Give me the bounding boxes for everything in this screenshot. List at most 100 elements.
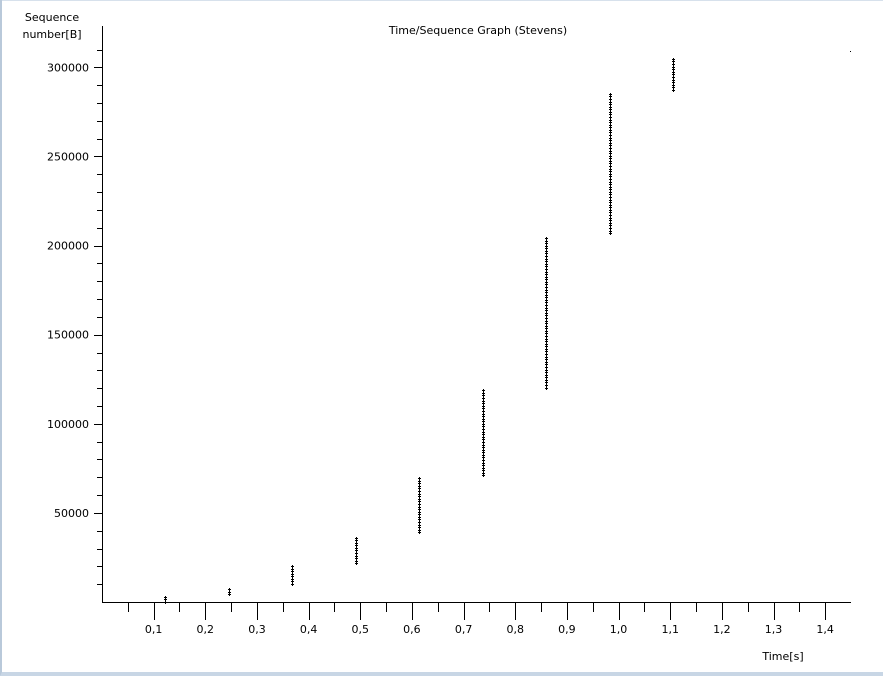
x-tick-label: 1,2 — [713, 623, 731, 636]
segment-point — [673, 60, 674, 63]
y-tick-label: 300000 — [47, 61, 89, 74]
segment-point — [610, 196, 611, 199]
segment-point — [419, 487, 420, 490]
segment-point — [546, 278, 547, 281]
segment-point — [673, 81, 674, 84]
segment-point — [546, 304, 547, 307]
segment-point — [546, 348, 547, 351]
segment-point — [546, 237, 547, 240]
segment-point — [610, 155, 611, 158]
segment-point — [483, 418, 484, 421]
segment-point — [610, 147, 611, 150]
segment-point — [419, 498, 420, 501]
segment-point — [546, 320, 547, 323]
segment-point — [483, 449, 484, 452]
x-tick-label: 0,3 — [248, 623, 266, 636]
segment-point — [610, 209, 611, 212]
segment-point — [356, 549, 357, 552]
segment-point — [483, 413, 484, 416]
segment-point — [673, 84, 674, 87]
segment-point — [546, 296, 547, 299]
segment-point — [356, 560, 357, 563]
segment-point — [356, 544, 357, 547]
segment-point — [546, 358, 547, 361]
segment-point — [419, 531, 420, 534]
segment-point — [610, 191, 611, 194]
segment-point — [419, 482, 420, 485]
segment-point — [546, 255, 547, 258]
segment-point — [546, 317, 547, 320]
segment-point — [610, 142, 611, 145]
segment-point — [546, 307, 547, 310]
segment-point — [483, 446, 484, 449]
segment-point — [419, 485, 420, 488]
segment-point — [610, 170, 611, 173]
segment-point — [292, 573, 293, 576]
segment-point — [483, 444, 484, 447]
segment-point — [419, 480, 420, 483]
segment-point — [483, 392, 484, 395]
segment-point — [546, 245, 547, 248]
segment-point — [610, 175, 611, 178]
segment-point — [546, 240, 547, 243]
y-tick-label: 200000 — [47, 240, 89, 253]
segment-point — [610, 199, 611, 202]
segment-point — [546, 271, 547, 274]
segment-point — [546, 384, 547, 387]
segment-point — [546, 345, 547, 348]
segment-point — [673, 73, 674, 76]
segment-point — [483, 456, 484, 459]
segment-point — [673, 71, 674, 74]
segment-point — [419, 524, 420, 527]
segment-point — [419, 521, 420, 524]
segment-point — [483, 436, 484, 439]
segment-point — [610, 178, 611, 181]
segment-point — [419, 506, 420, 509]
segment-point — [483, 441, 484, 444]
segment-point — [229, 588, 230, 591]
segment-point — [546, 281, 547, 284]
x-tick-label: 0,8 — [506, 623, 524, 636]
segment-point — [419, 500, 420, 503]
y-tick-label: 150000 — [47, 329, 89, 342]
segment-point — [292, 570, 293, 573]
segment-point — [546, 283, 547, 286]
segment-point — [419, 493, 420, 496]
segment-point — [610, 181, 611, 184]
y-axis-label-line1: Sequence — [25, 11, 79, 24]
segment-point — [483, 472, 484, 475]
x-tick-label: 0,6 — [403, 623, 421, 636]
segment-point — [610, 103, 611, 106]
segment-point — [356, 537, 357, 540]
segment-point — [610, 219, 611, 222]
segment-point — [483, 431, 484, 434]
segment-point — [610, 165, 611, 168]
segment-point — [419, 513, 420, 516]
segment-point — [483, 469, 484, 472]
segment-point — [546, 299, 547, 302]
segment-point — [610, 224, 611, 227]
segment-point — [610, 126, 611, 129]
segment-point — [546, 369, 547, 372]
segment-point — [483, 407, 484, 410]
segment-point — [292, 565, 293, 568]
segment-point — [546, 327, 547, 330]
segment-point — [546, 314, 547, 317]
segment-point — [546, 250, 547, 253]
segment-point — [483, 410, 484, 413]
segment-point — [483, 394, 484, 397]
segment-point — [610, 111, 611, 114]
segment-point — [610, 144, 611, 147]
segment-point — [610, 137, 611, 140]
segment-point — [483, 389, 484, 392]
segment-point — [610, 168, 611, 171]
segment-point — [610, 232, 611, 235]
segment-point — [483, 462, 484, 465]
segment-point — [610, 124, 611, 127]
segment-point — [546, 273, 547, 276]
x-tick-label: 1,4 — [816, 623, 834, 636]
segment-point — [610, 121, 611, 124]
x-axis-label: Time[s] — [761, 650, 803, 663]
segment-point — [419, 516, 420, 519]
